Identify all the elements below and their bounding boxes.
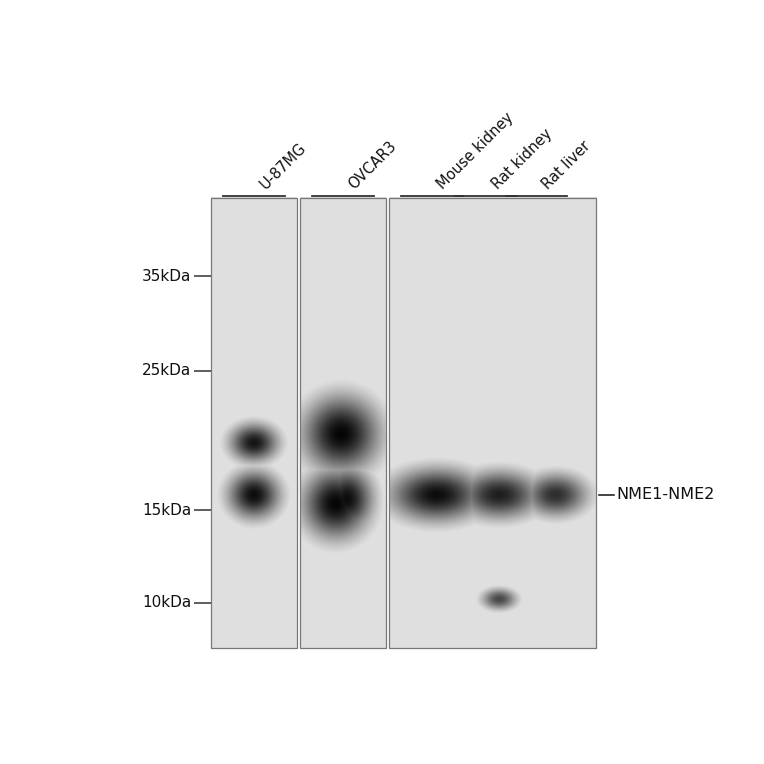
Text: U-87MG: U-87MG xyxy=(257,140,309,192)
Text: 35kDa: 35kDa xyxy=(142,269,192,284)
Bar xyxy=(299,198,386,648)
Text: 25kDa: 25kDa xyxy=(142,364,192,378)
Text: 15kDa: 15kDa xyxy=(142,503,192,518)
Bar xyxy=(211,198,297,648)
Bar xyxy=(389,198,596,648)
Text: Mouse kidney: Mouse kidney xyxy=(435,109,517,192)
Bar xyxy=(389,198,596,648)
Text: OVCAR3: OVCAR3 xyxy=(346,138,400,192)
Bar xyxy=(211,198,297,648)
Bar xyxy=(299,198,386,648)
Text: Rat liver: Rat liver xyxy=(539,138,594,192)
Text: Rat kidney: Rat kidney xyxy=(489,126,555,192)
Text: 10kDa: 10kDa xyxy=(142,595,192,610)
Text: NME1-NME2: NME1-NME2 xyxy=(617,487,715,502)
